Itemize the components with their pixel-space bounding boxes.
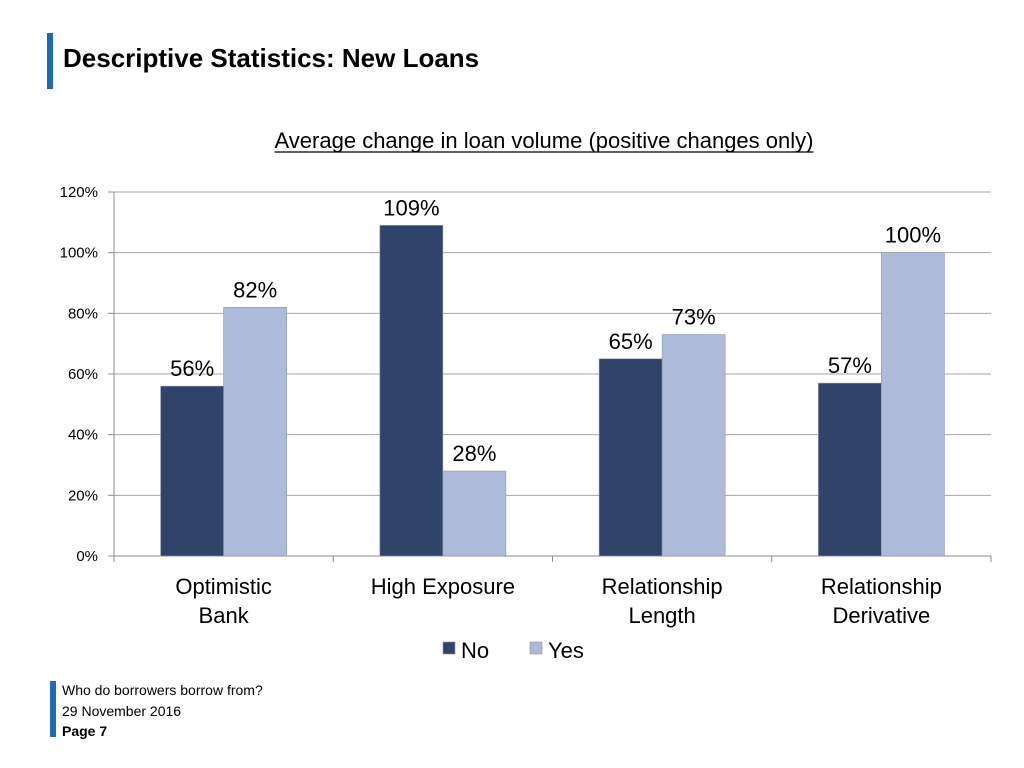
y-tick-label: 40% (68, 427, 98, 444)
title-accent-bar (47, 33, 53, 89)
slide-title: Descriptive Statistics: New Loans (63, 43, 480, 73)
footer-page-number: Page 7 (62, 723, 108, 739)
x-category-label: Derivative (832, 603, 930, 628)
x-category-label: Relationship (602, 574, 723, 599)
bar-chart: Average change in loan volume (positive … (60, 128, 992, 663)
footer-date: 29 November 2016 (62, 703, 182, 719)
bar-no (818, 382, 882, 557)
bar-no (598, 358, 663, 557)
data-label: 73% (672, 305, 716, 330)
y-tick-label: 60% (68, 366, 98, 383)
bar-no (160, 385, 224, 557)
footer-presentation-title: Who do borrowers borrow from? (62, 682, 263, 698)
x-category-label: Length (628, 603, 695, 628)
data-label: 109% (383, 195, 439, 220)
y-tick-label: 20% (68, 487, 98, 504)
legend-swatch-no (442, 641, 456, 655)
x-category-label: Bank (199, 603, 250, 628)
footer-accent-bar (50, 681, 56, 737)
y-tick-label: 0% (76, 548, 98, 565)
data-label: 82% (233, 277, 277, 302)
bar-no (379, 225, 444, 557)
data-label: 57% (828, 353, 872, 378)
y-tick-label: 120% (60, 184, 98, 201)
x-category-label: High Exposure (371, 574, 515, 599)
data-label: 65% (609, 329, 653, 354)
bar-yes (223, 306, 287, 557)
data-label: 100% (885, 223, 941, 248)
bar-yes (442, 470, 507, 557)
x-category-label: Relationship (821, 574, 942, 599)
legend-label-no: No (461, 638, 489, 663)
legend-label-yes: Yes (548, 638, 584, 663)
y-tick-label: 80% (68, 305, 98, 322)
legend-swatch-yes (529, 641, 543, 655)
bar-yes (661, 334, 726, 557)
data-label: 56% (170, 356, 214, 381)
x-category-label: Optimistic (175, 574, 272, 599)
bar-yes (881, 252, 945, 557)
chart-title: Average change in loan volume (positive … (275, 128, 814, 153)
data-label: 28% (452, 441, 496, 466)
y-tick-label: 100% (60, 245, 98, 262)
